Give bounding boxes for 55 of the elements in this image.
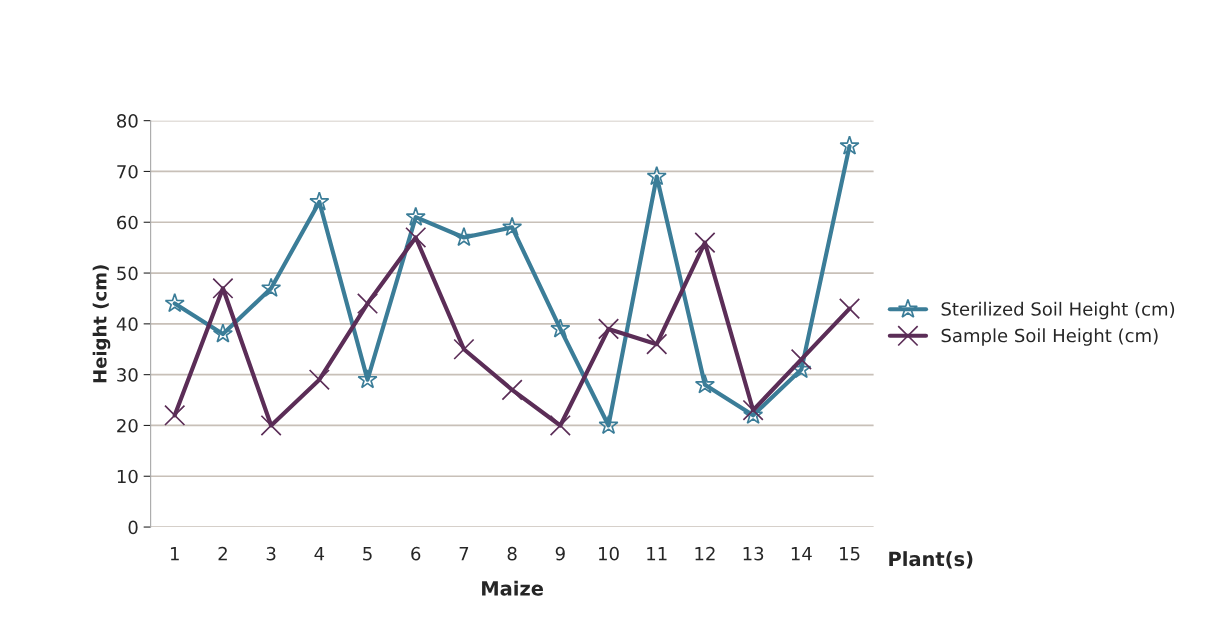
y-tick-label: 80 bbox=[117, 114, 138, 128]
x-tick-label: 11 bbox=[647, 547, 667, 561]
point bbox=[694, 374, 716, 394]
point bbox=[309, 191, 330, 211]
point bbox=[742, 399, 764, 421]
x-tick-label: 14 bbox=[791, 547, 812, 561]
x-axis-title: Maize bbox=[482, 580, 543, 596]
point bbox=[646, 165, 667, 186]
x-tick-label: 15 bbox=[840, 547, 860, 561]
y-tick-label: 50 bbox=[117, 266, 138, 281]
point bbox=[453, 226, 475, 247]
point bbox=[646, 333, 668, 355]
y-tick-label: 60 bbox=[117, 215, 138, 230]
x-tick-label: 3 bbox=[266, 546, 276, 561]
point bbox=[164, 404, 186, 426]
x-tick-label: 9 bbox=[555, 546, 565, 561]
point bbox=[549, 414, 571, 437]
point bbox=[598, 414, 619, 435]
x-tick-label: 8 bbox=[507, 546, 517, 561]
point bbox=[212, 323, 234, 343]
y-tick-label: 40 bbox=[116, 317, 138, 331]
y-tick-label: 10 bbox=[117, 469, 138, 484]
x-tick-label: 12 bbox=[695, 546, 715, 561]
x-tick-label: 10 bbox=[599, 546, 619, 561]
point bbox=[550, 318, 571, 338]
point bbox=[453, 338, 475, 360]
point bbox=[597, 318, 620, 340]
legend-label: Sample Soil Height (cm) bbox=[941, 328, 1158, 346]
point bbox=[838, 298, 861, 320]
x-tick-label: 13 bbox=[743, 546, 764, 561]
y-tick-label: 70 bbox=[117, 164, 138, 179]
text: Plant(s) bbox=[889, 551, 973, 569]
point bbox=[502, 216, 523, 237]
y-tick-label: 30 bbox=[117, 368, 138, 382]
point bbox=[357, 369, 378, 389]
y-tick-label: 0 bbox=[128, 520, 138, 535]
point bbox=[356, 292, 379, 315]
point bbox=[839, 135, 860, 155]
point bbox=[261, 277, 282, 297]
point bbox=[164, 292, 185, 313]
point bbox=[405, 226, 427, 249]
x-tick-label: 7 bbox=[459, 547, 469, 561]
point bbox=[212, 277, 234, 299]
point bbox=[260, 414, 282, 437]
legend-label: Sterilized Soil Height (cm) bbox=[941, 301, 1175, 320]
point bbox=[405, 206, 426, 226]
x-tick-label: 6 bbox=[411, 546, 421, 561]
x-tick-label: 4 bbox=[314, 547, 325, 561]
y-tick-label: 20 bbox=[117, 418, 138, 433]
point bbox=[308, 369, 330, 391]
x-tick-label: 1 bbox=[170, 547, 179, 561]
y-axis-title: Height (cm) bbox=[92, 265, 111, 383]
x-tick-label: 2 bbox=[218, 546, 227, 561]
point bbox=[694, 232, 716, 254]
x-tick-label: 5 bbox=[363, 547, 372, 561]
